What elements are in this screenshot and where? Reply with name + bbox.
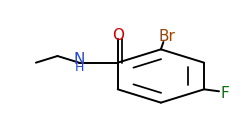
Text: H: H (74, 61, 84, 74)
Text: O: O (112, 28, 124, 43)
Text: N: N (73, 52, 85, 67)
Text: Br: Br (159, 30, 176, 44)
Text: F: F (220, 86, 229, 101)
